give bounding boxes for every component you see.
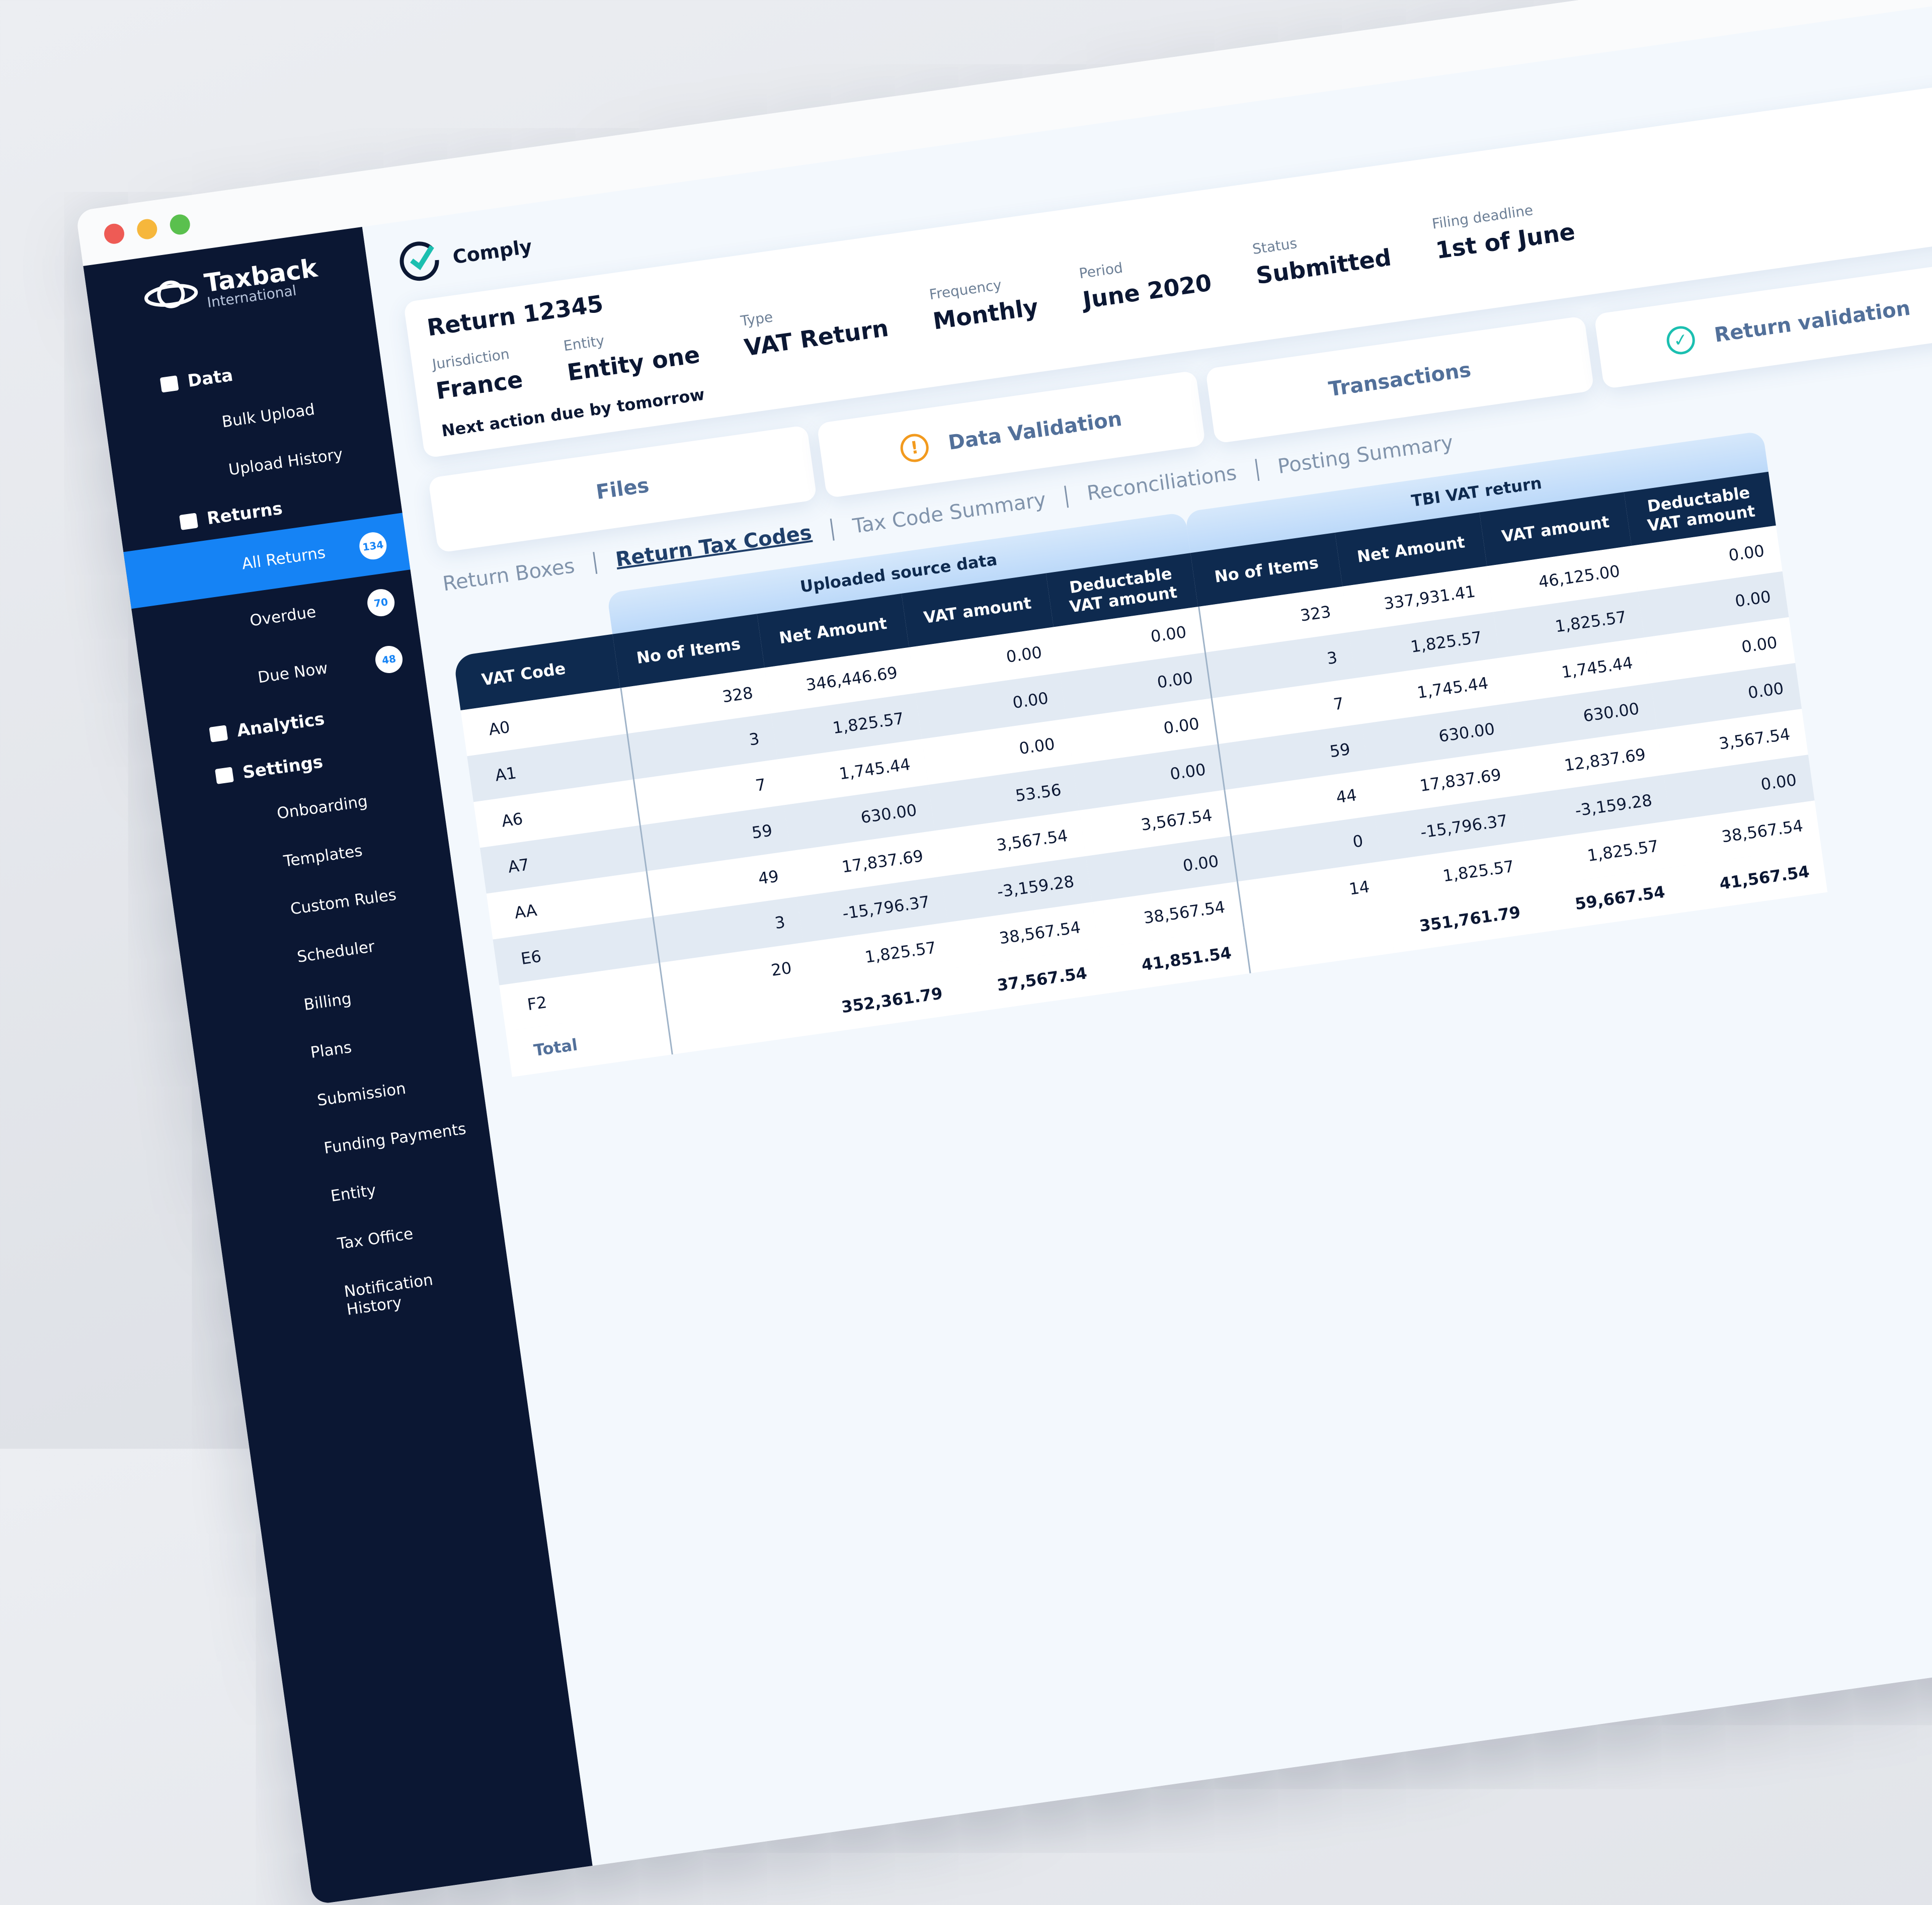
nav-icon	[215, 767, 234, 784]
return-field: Status Submitted	[1251, 222, 1393, 289]
tab[interactable]: Return Boxes	[441, 554, 576, 596]
nav-badge: 70	[365, 587, 396, 618]
return-field: Entity Entity one	[562, 319, 701, 386]
nav-section-title: Analytics	[235, 709, 326, 741]
nav-section-title: Data	[186, 365, 234, 392]
tab[interactable]: Reconciliations	[1085, 461, 1238, 506]
nav-section-title: Returns	[205, 498, 284, 529]
app-name: Comply	[451, 235, 534, 269]
nav-section-title: Settings	[241, 752, 325, 783]
return-field: Jurisdiction France	[431, 344, 525, 405]
sidebar: Taxback International Data Bulk Upload Uploa…	[83, 226, 593, 1905]
brand: Taxback International	[86, 247, 371, 328]
tab-separator	[830, 518, 835, 541]
return-field: Frequency Monthly	[928, 272, 1040, 335]
minimize-button[interactable]	[135, 217, 158, 241]
nav-icon	[159, 375, 179, 393]
done-icon: ✓	[1664, 324, 1697, 357]
nav-label: Notification History	[343, 1270, 434, 1319]
nav-label: Submission	[316, 1079, 407, 1110]
tab-separator	[593, 552, 598, 574]
logo-mark	[144, 280, 198, 308]
app-logo-mark	[399, 241, 439, 281]
maximize-button[interactable]	[169, 213, 192, 236]
tab[interactable]: Return Tax Codes	[614, 521, 814, 572]
nav-label: Overdue	[249, 603, 317, 630]
step-label: Data Validation	[946, 407, 1123, 455]
tab-separator	[1255, 459, 1260, 481]
nav-label: Custom Rules	[289, 885, 398, 919]
browser-window: Taxback International Data Bulk Upload Uploa…	[75, 0, 1932, 1905]
nav-label: Tax Office	[336, 1224, 415, 1254]
tab-separator	[1064, 485, 1069, 508]
nav-label: Scheduler	[296, 937, 376, 966]
nav-label: All Returns	[240, 543, 327, 573]
nav-label: Bulk Upload	[220, 400, 316, 432]
tax-code-table: Uploaded source data TBI VAT return VAT Co…	[447, 431, 1828, 1077]
nav-label: Plans	[309, 1038, 353, 1062]
return-field: Type VAT Return	[740, 293, 890, 361]
nav-label: Entity	[329, 1181, 377, 1206]
nav-label: Due Now	[257, 659, 329, 687]
nav-label: Billing	[302, 989, 353, 1014]
nav-label: Upload History	[227, 445, 344, 479]
app-logo	[394, 234, 446, 290]
return-field: Filing deadline 1st of June	[1431, 196, 1577, 264]
field-value: France	[434, 365, 525, 405]
nav-label: Onboarding	[276, 792, 369, 823]
brand-logo	[141, 271, 202, 320]
return-field: Period June 2020	[1078, 247, 1214, 314]
nav-badge: 134	[357, 530, 388, 561]
step-label: Files	[594, 473, 651, 505]
step-label: Transactions	[1327, 358, 1473, 401]
nav-icon	[179, 513, 198, 530]
app-header: Comply	[394, 0, 1932, 292]
close-button[interactable]	[103, 222, 126, 245]
nav-label: Funding Payments	[323, 1119, 467, 1158]
nav-icon	[209, 725, 228, 742]
tab[interactable]: Tax Code Summary	[851, 488, 1048, 538]
main-content: Comply Return 12345 Jurisdiction France Enti…	[362, 0, 1932, 1866]
tab[interactable]: Posting Summary	[1276, 431, 1455, 479]
step-label: Return validation	[1713, 296, 1912, 347]
nav-badge: 48	[373, 644, 405, 675]
nav-label: Templates	[282, 842, 364, 871]
warning-icon: !	[899, 432, 931, 464]
app-body: Taxback International Data Bulk Upload Uploa…	[83, 0, 1932, 1905]
brand-text: Taxback International	[202, 254, 321, 311]
